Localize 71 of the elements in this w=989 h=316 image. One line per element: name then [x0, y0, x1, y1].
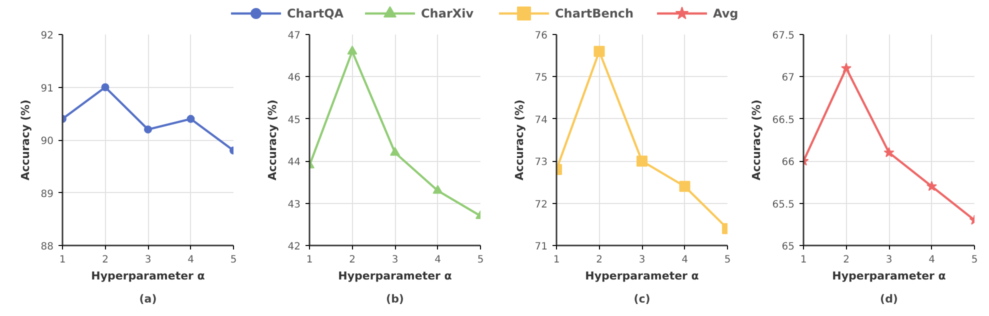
- x-tick-label: 3: [886, 254, 892, 266]
- x-tick-label: 5: [230, 254, 237, 266]
- x-tick-label: 1: [800, 254, 807, 266]
- text: (b): [386, 292, 404, 306]
- y-axis-title: Accuracy (%): [18, 100, 32, 180]
- y-tick-label: 46: [288, 72, 301, 84]
- x-tick-label: 4: [188, 254, 194, 266]
- y-tick-label: 73: [534, 157, 548, 168]
- text: (c): [634, 292, 650, 306]
- point: [636, 156, 648, 167]
- y-tick-label: 71: [534, 242, 548, 252]
- x-tick-label: 3: [144, 254, 152, 266]
- text: (a): [139, 292, 157, 306]
- y-tick-label: 65: [782, 242, 795, 252]
- x-axis-title: Hyperparameter α: [832, 270, 946, 282]
- y-tick-label: 65.5: [772, 199, 794, 210]
- y-tick-label: 76: [534, 30, 548, 42]
- x-tick-label: 1: [553, 254, 560, 266]
- legend-label: ChartQA: [287, 6, 344, 20]
- x-axis-title: Hyperparameter α: [585, 270, 700, 282]
- y-tick-label: 44: [288, 157, 301, 168]
- point: [679, 180, 690, 192]
- x-tick-label: 3: [638, 254, 646, 266]
- y-tick-label: 75: [534, 72, 548, 84]
- text: (d): [880, 292, 898, 306]
- legend-label: ChartBench: [555, 6, 634, 20]
- x-tick-label: 3: [392, 254, 398, 266]
- y-tick-label: 91: [40, 83, 54, 94]
- x-tick-label: 4: [928, 254, 935, 266]
- point: [101, 83, 110, 92]
- point: [926, 180, 938, 191]
- y-tick-label: 43: [288, 199, 301, 210]
- x-tick-label: 2: [102, 254, 108, 266]
- x-tick-label: 5: [724, 254, 731, 266]
- x-tick-label: 4: [682, 254, 688, 266]
- y-tick-label: 89: [40, 188, 54, 200]
- x-tick-label: 5: [477, 254, 484, 266]
- point: [186, 114, 195, 123]
- point: [144, 125, 152, 134]
- legend-label: CharXiv: [421, 6, 474, 20]
- y-axis-title: Accuracy (%): [512, 100, 526, 180]
- y-tick-label: 88: [40, 242, 54, 252]
- y-axis-title: Accuracy (%): [266, 100, 279, 180]
- point: [840, 62, 852, 73]
- y-tick-label: 66.5: [772, 114, 794, 126]
- x-tick-label: 2: [349, 254, 356, 266]
- x-tick-label: 1: [306, 254, 313, 266]
- y-tick-label: 74: [534, 114, 548, 126]
- y-tick-label: 47: [288, 30, 301, 42]
- y-tick-label: 90: [40, 136, 54, 147]
- point: [347, 46, 358, 54]
- x-tick-label: 5: [971, 254, 978, 266]
- x-axis-title: Hyperparameter α: [91, 270, 206, 282]
- point: [884, 147, 894, 158]
- x-tick-label: 4: [434, 254, 441, 266]
- x-tick-label: 2: [596, 254, 602, 266]
- y-tick-label: 42: [288, 242, 301, 252]
- y-tick-label: 45: [288, 114, 301, 126]
- y-tick-label: 92: [40, 30, 54, 42]
- legend-label: Avg: [713, 6, 738, 20]
- y-tick-label: 66: [782, 157, 795, 168]
- y-tick-label: 67.5: [772, 30, 794, 42]
- y-tick-label: 72: [534, 199, 548, 210]
- y-tick-label: 67: [782, 72, 795, 84]
- x-axis-title: Hyperparameter α: [338, 270, 452, 282]
- x-tick-label: 1: [59, 254, 66, 266]
- y-axis-title: Accuracy (%): [750, 100, 764, 180]
- x-tick-label: 2: [843, 254, 850, 266]
- point: [432, 184, 443, 194]
- point: [390, 146, 400, 156]
- point: [594, 46, 605, 57]
